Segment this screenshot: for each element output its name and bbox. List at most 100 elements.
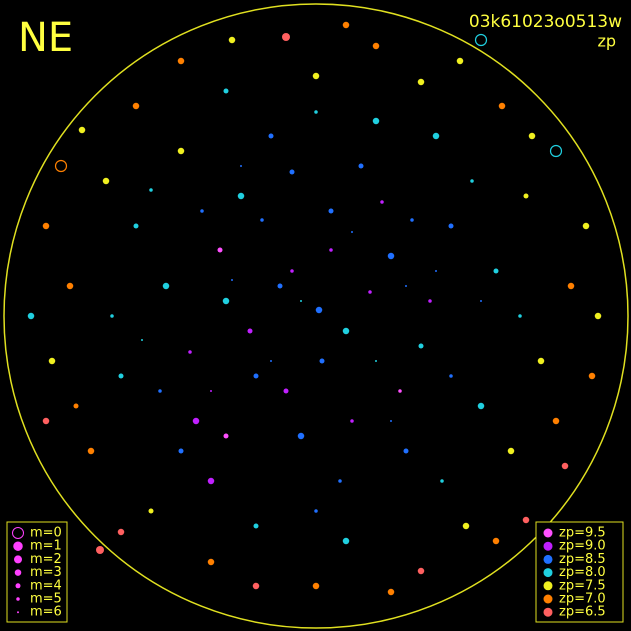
- star: [372, 42, 380, 50]
- star: [552, 417, 560, 425]
- star: [217, 247, 223, 253]
- legends: m=0m=1m=2m=3m=4m=5m=6zp=9.5zp=9.0zp=8.5z…: [12, 526, 606, 620]
- star: [594, 312, 602, 320]
- star: [283, 388, 289, 394]
- legend-zp-symbol: [543, 568, 553, 578]
- star: [188, 350, 192, 354]
- star: [277, 283, 283, 289]
- legend-m-label: m=3: [30, 565, 62, 580]
- star: [314, 110, 318, 114]
- star: [210, 390, 212, 392]
- star: [462, 522, 470, 530]
- star: [231, 279, 233, 281]
- legend-zp-label: zp=8.0: [559, 565, 606, 580]
- legend-m-symbol: [13, 541, 23, 551]
- star: [223, 88, 229, 94]
- star: [405, 285, 407, 287]
- star: [132, 102, 140, 110]
- star: [178, 448, 184, 454]
- star: [449, 374, 453, 378]
- star: [588, 372, 596, 380]
- star: [470, 179, 474, 183]
- star: [177, 147, 185, 155]
- star: [240, 165, 242, 167]
- star: [387, 588, 395, 596]
- star: [270, 360, 272, 362]
- star: [375, 360, 377, 362]
- direction-title: NE: [18, 15, 73, 61]
- frame-id: 03k61023o0513w: [469, 12, 622, 32]
- star: [351, 231, 353, 233]
- star: [338, 479, 342, 483]
- star: [78, 126, 86, 134]
- star: [403, 448, 409, 454]
- star: [561, 462, 569, 470]
- star: [537, 357, 545, 365]
- legend-m-symbol: [12, 527, 24, 539]
- legend-m-label: m=0: [30, 526, 62, 541]
- legend-m-label: m=1: [30, 539, 62, 554]
- legend-zp-symbol: [543, 541, 553, 551]
- star: [117, 528, 125, 536]
- legend-zp-label: zp=8.5: [559, 552, 606, 567]
- star: [312, 582, 320, 590]
- legend-zp-symbol: [543, 554, 553, 564]
- star: [223, 433, 229, 439]
- horizon-circle: [3, 3, 629, 629]
- star: [448, 223, 454, 229]
- legend-zp-symbol: [543, 581, 553, 591]
- star: [417, 567, 425, 575]
- star: [42, 417, 50, 425]
- star: [73, 403, 79, 409]
- star: [207, 558, 215, 566]
- star: [498, 102, 506, 110]
- star: [253, 373, 259, 379]
- star: [350, 419, 354, 423]
- star: [177, 57, 185, 65]
- star: [477, 402, 485, 410]
- star: [456, 57, 464, 65]
- star: [289, 169, 295, 175]
- star: [96, 546, 104, 554]
- star: [319, 358, 325, 364]
- legend-m-symbol: [16, 597, 20, 601]
- star: [141, 339, 143, 341]
- star: [54, 159, 68, 173]
- star: [300, 300, 302, 302]
- star: [118, 373, 124, 379]
- star: [582, 222, 590, 230]
- star: [522, 516, 530, 524]
- star: [192, 417, 200, 425]
- star: [480, 300, 482, 302]
- star: [222, 297, 230, 305]
- legend-zp-label: zp=7.5: [559, 578, 606, 593]
- star: [398, 389, 402, 393]
- star: [342, 21, 350, 29]
- star: [518, 314, 522, 318]
- star: [48, 357, 56, 365]
- star: [253, 523, 259, 529]
- legend-zp-label: zp=6.5: [559, 605, 606, 620]
- star: [133, 223, 139, 229]
- star: [314, 509, 318, 513]
- star: [410, 218, 414, 222]
- star: [110, 314, 114, 318]
- legend-m-symbol: [15, 583, 21, 589]
- star: [237, 192, 245, 200]
- star: [312, 72, 320, 80]
- star: [290, 269, 294, 273]
- star: [158, 389, 162, 393]
- star: [507, 447, 515, 455]
- mode-label: zp: [597, 32, 616, 51]
- star: [372, 117, 380, 125]
- star: [102, 177, 110, 185]
- legend-zp-symbol: [543, 528, 553, 538]
- legend-m-symbol: [14, 555, 22, 564]
- star: [417, 78, 425, 86]
- star: [342, 327, 350, 335]
- star: [247, 328, 253, 334]
- star: [297, 432, 305, 440]
- star: [567, 282, 575, 290]
